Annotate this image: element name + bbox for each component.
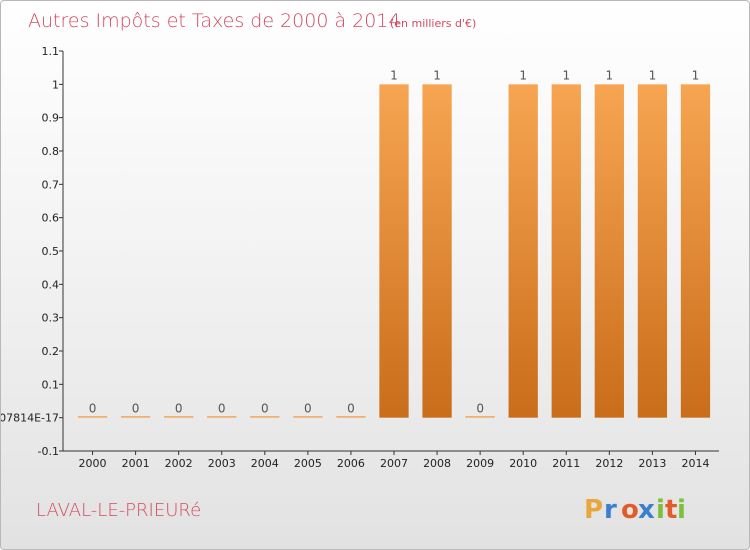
y-tick-label: 1.3877787807814E-17: [1, 412, 59, 425]
x-tick-label: 2013: [638, 457, 666, 470]
bar-2005: [293, 416, 323, 418]
data-label-2001: 0: [132, 402, 140, 416]
data-label-2005: 0: [304, 402, 312, 416]
x-tick-label: 2001: [122, 457, 150, 470]
x-tick-label: 2010: [509, 457, 537, 470]
x-tick-label: 2014: [681, 457, 709, 470]
logo-letter: r: [604, 495, 617, 525]
y-tick-label: 1: [52, 78, 59, 91]
bar-2011: [551, 84, 581, 418]
x-tick-label: 2004: [251, 457, 279, 470]
x-tick-label: 2005: [294, 457, 322, 470]
x-tick-label: 2008: [423, 457, 451, 470]
bar-2006: [336, 416, 366, 418]
x-tick-label: 2011: [552, 457, 580, 470]
data-label-2002: 0: [175, 402, 183, 416]
y-axis: 1.1 1 0.9 0.8 0.7 0.6 0.5 0.4 0.3 0.2 0.1 1.3877787…: [1, 45, 64, 458]
chart-subtitle: (en milliers d'€): [390, 17, 476, 30]
data-label-2008: 1: [433, 68, 441, 82]
logo-letter: i: [656, 495, 665, 525]
bar-2007: [379, 84, 409, 418]
data-label-2012: 1: [606, 68, 614, 82]
y-tick-label: 0.1: [42, 378, 60, 391]
data-label-2006: 0: [347, 402, 355, 416]
data-label-2004: 0: [261, 402, 269, 416]
bar-2010: [508, 84, 538, 418]
x-tick-label: 2002: [165, 457, 193, 470]
bar-2013: [637, 84, 668, 418]
logo-letter: t: [665, 495, 677, 525]
bar-2009: [465, 416, 495, 418]
data-labels: 0 0 0 0 0 0 0 1 1 0 1 1 1 1 1: [89, 68, 700, 415]
y-tick-label: 0.3: [42, 312, 60, 325]
y-tick-label: 0.5: [42, 245, 60, 258]
y-tick-label: 0.6: [42, 212, 60, 225]
logo-letter: i: [677, 495, 686, 525]
data-label-2014: 1: [692, 68, 700, 82]
data-label-2003: 0: [218, 402, 226, 416]
bar-2000: [77, 416, 108, 418]
data-label-2007: 1: [390, 68, 398, 82]
x-tick-label: 2012: [595, 457, 623, 470]
x-tick-label: 2000: [79, 457, 107, 470]
bar-2003: [207, 416, 237, 418]
x-tick-label: 2007: [380, 457, 408, 470]
data-label-2013: 1: [649, 68, 657, 82]
y-tick-label: 0.4: [42, 278, 60, 291]
bar-series: [77, 84, 711, 418]
bar-2012: [594, 84, 624, 418]
logo-letter: x: [638, 495, 655, 525]
y-tick-label: 0.7: [42, 178, 60, 191]
data-label-2000: 0: [89, 402, 97, 416]
data-label-2010: 1: [519, 68, 527, 82]
bar-2001: [120, 416, 151, 418]
chart-title: Autres Impôts et Taxes de 2000 à 2014: [28, 10, 401, 32]
data-label-2011: 1: [562, 68, 570, 82]
y-tick-label: 0.2: [42, 345, 60, 358]
y-tick-label: 0.9: [42, 112, 60, 125]
x-tick-label: 2009: [466, 457, 494, 470]
commune-name: LAVAL-LE-PRIEURé: [36, 500, 201, 521]
bar-2004: [250, 416, 280, 418]
y-tick-label: -0.1: [38, 445, 59, 458]
data-label-2009: 0: [476, 402, 484, 416]
x-tick-label: 2006: [337, 457, 365, 470]
y-tick-label: 1.1: [42, 45, 60, 58]
x-axis: 2000 2001 2002 2003 2004 2005 2006 2007 2008 2009…: [63, 450, 719, 470]
y-tick-label: 0.8: [42, 145, 60, 158]
logo-letter: P: [584, 495, 603, 525]
logo-letter: o: [621, 495, 639, 525]
bar-2002: [164, 416, 194, 418]
x-tick-label: 2003: [208, 457, 236, 470]
bar-2008: [422, 84, 452, 418]
bar-2014: [680, 84, 711, 418]
